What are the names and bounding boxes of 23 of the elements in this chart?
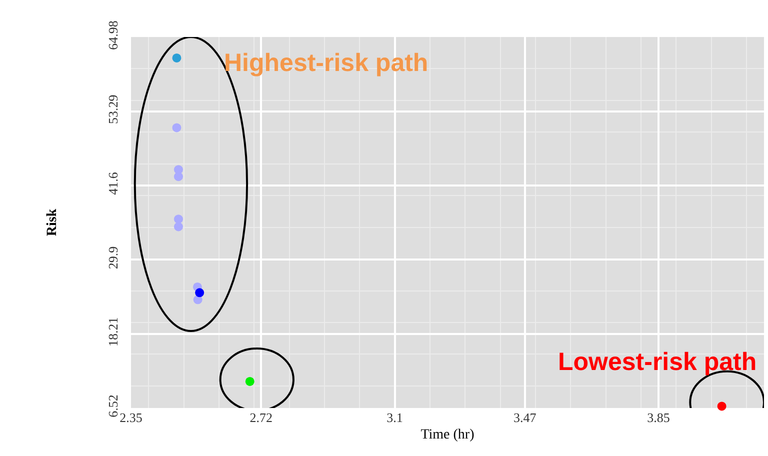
y-tick-label: 64.98: [105, 20, 120, 50]
x-tick-label: 2.72: [250, 410, 272, 425]
point: [172, 123, 182, 132]
point: [174, 214, 183, 224]
point: [717, 402, 726, 411]
y-tick-label: 18.21: [105, 317, 120, 347]
point: [174, 172, 183, 182]
x-axis-title: Time (hr): [420, 427, 475, 442]
point: [245, 376, 254, 386]
point: [172, 53, 182, 62]
y-axis-title: Risk: [45, 208, 60, 236]
x-tick-label: 2.35: [120, 410, 142, 425]
annotation: Lowest-risk path: [558, 348, 757, 376]
y-tick-label: 53.29: [105, 94, 120, 124]
y-tick-label: 29.9: [105, 246, 120, 270]
point: [195, 288, 204, 298]
x-tick-label: 3.1: [386, 410, 403, 425]
x-tick-label: 3.85: [647, 410, 670, 425]
point: [174, 222, 183, 232]
annotation: Highest-risk path: [224, 49, 428, 77]
y-tick-label: 6.52: [105, 394, 120, 418]
y-tick-label: 41.6: [105, 172, 120, 195]
x-tick-label: 3.47: [513, 410, 537, 425]
